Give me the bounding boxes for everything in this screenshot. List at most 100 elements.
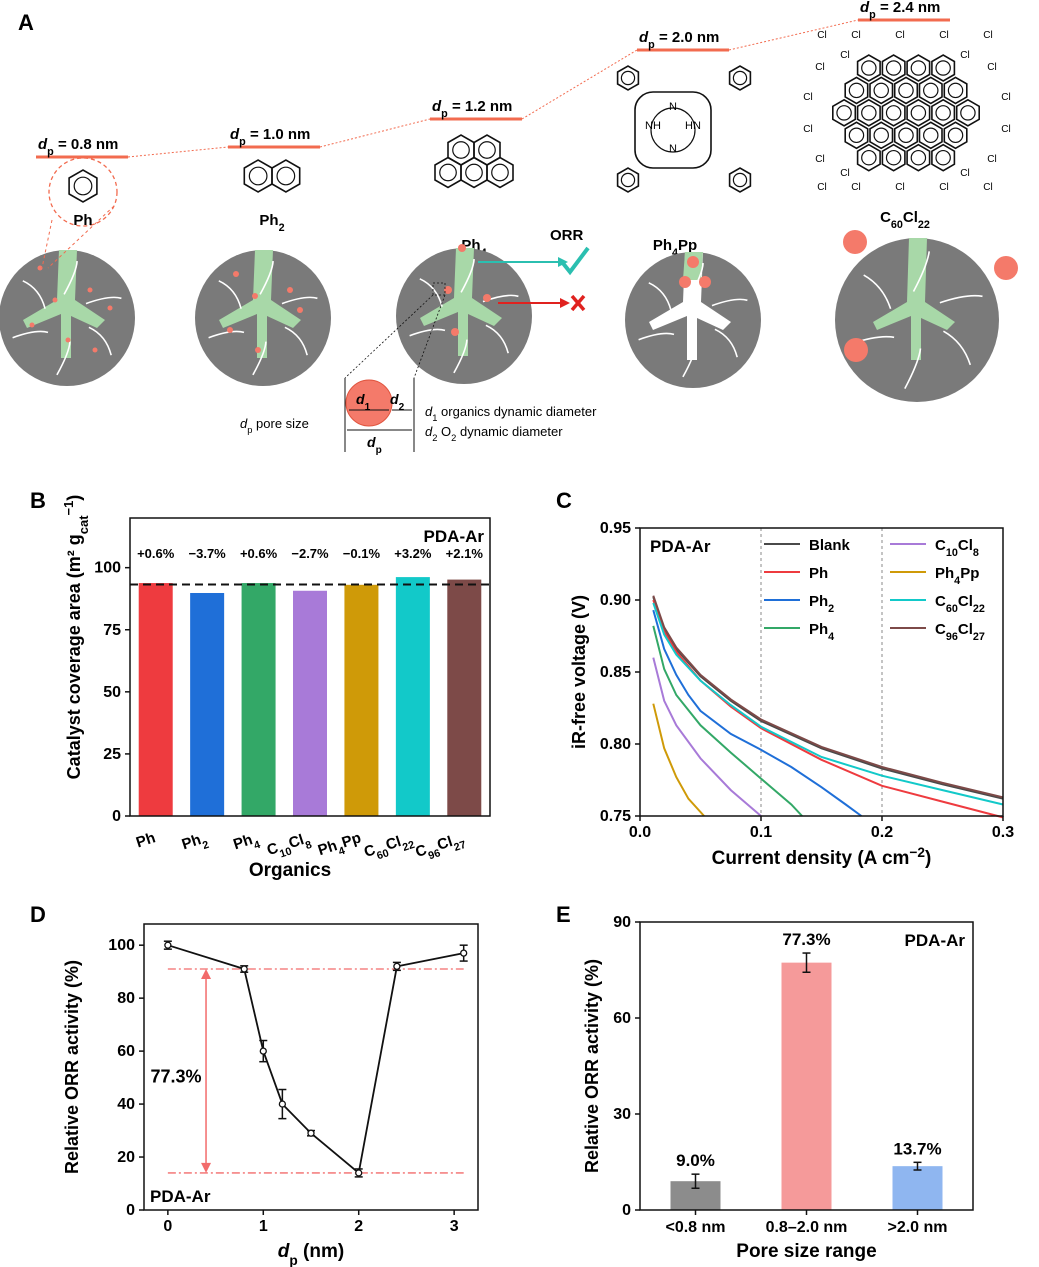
panel-letter-c: C <box>556 488 572 513</box>
ring-aromatic <box>960 105 976 121</box>
pore-crack <box>252 341 267 376</box>
ring <box>881 54 906 82</box>
ring-aromatic <box>620 70 636 86</box>
d2-symbol: d2 <box>390 391 405 413</box>
pore-crack <box>485 324 509 354</box>
ring <box>460 156 488 189</box>
panel-e-chart: E 9.0% <0.8 nm 77.3% 0.8–2.0 nm 13.7% >2.0 nm… <box>556 902 974 1262</box>
pore-level-label: dp = 0.8 nm <box>38 136 118 158</box>
porphyrin-atom-label: HN <box>685 120 701 132</box>
pore-channel <box>873 238 955 360</box>
organic-molecule-dot <box>252 293 258 299</box>
pore-crack <box>714 328 738 358</box>
ring-aromatic <box>478 141 496 159</box>
ring-aromatic <box>439 163 457 182</box>
chlorine-label: Cl <box>803 124 812 135</box>
chlorine-label: Cl <box>895 30 904 41</box>
x-tick-label: Ph4Pp <box>316 829 365 864</box>
organic-molecule <box>345 379 393 427</box>
ring-aromatic <box>935 149 951 166</box>
pore-level-label: dp = 1.0 nm <box>230 126 310 148</box>
ring <box>931 98 956 127</box>
chart-title: PDA-Ar <box>905 931 966 950</box>
chart-title: PDA-Ar <box>150 1187 211 1206</box>
ring-aromatic <box>885 149 902 166</box>
series-line <box>652 602 1004 806</box>
chlorine-label: Cl <box>815 62 824 73</box>
ring <box>869 121 894 150</box>
y-tick-label: 0.95 <box>600 520 631 537</box>
dp-symbol: dp <box>367 434 382 456</box>
panel-letter-d: D <box>30 902 46 927</box>
pore-level-connector <box>127 146 229 158</box>
chlorine-label: Cl <box>817 30 826 41</box>
pore-crack <box>284 326 308 356</box>
chlorine-label: Cl <box>960 168 969 179</box>
data-point <box>240 965 248 973</box>
ring-aromatic <box>873 82 889 99</box>
legend-entry: Ph2 <box>809 593 834 615</box>
d1-legend: d1 organics dynamic diameter <box>425 404 597 423</box>
molecule-name: Ph <box>73 212 92 229</box>
d2-legend: d2 O2 dynamic diameter <box>425 424 563 443</box>
bar-data-label: −0.1% <box>343 546 381 561</box>
ring-aromatic <box>873 127 889 144</box>
y-tick-label: 30 <box>613 1106 631 1123</box>
chlorine-label: Cl <box>895 182 904 193</box>
bar <box>138 583 173 816</box>
pore-channel <box>420 248 502 356</box>
bar <box>892 1166 943 1210</box>
organic-molecule-dot <box>297 307 303 313</box>
ring-aromatic <box>885 105 902 121</box>
y-tick-label: 0.75 <box>600 808 631 825</box>
panel-b-chart: B +0.6% Ph −3.7% Ph2 +0.6% Ph4 −2.7% C10Cl8 −0.1… <box>30 488 491 881</box>
organic-molecule-dot <box>92 347 98 353</box>
zoom-line <box>413 294 446 379</box>
pore-crack <box>711 298 748 307</box>
organic-molecule-dot <box>52 297 58 303</box>
d1-symbol: d1 <box>356 391 371 413</box>
blocked-arrowhead <box>560 298 570 308</box>
pore-level-connector <box>728 19 859 51</box>
bar-data-label: +3.2% <box>394 546 432 561</box>
chlorine-label: Cl <box>983 182 992 193</box>
chlorine-label: Cl <box>851 182 860 193</box>
ring-aromatic <box>276 166 296 186</box>
panel-d-chart: D 77.3% 0 1 2 3 0 20 40 60 80 100 PDA-Ar dp (nm) Rela… <box>30 902 479 1267</box>
ring <box>943 121 968 150</box>
ring <box>856 143 881 172</box>
arrowhead <box>201 969 212 980</box>
ring <box>728 167 752 193</box>
organic-molecule-dot <box>679 276 691 288</box>
x-tick-label: C60Cl22 <box>362 829 416 865</box>
bar <box>293 590 327 816</box>
pore-crack <box>648 282 672 311</box>
molecule-name: C60Cl22 <box>880 209 930 231</box>
ring-aromatic <box>620 172 636 188</box>
ring <box>434 156 462 189</box>
data-point <box>259 1047 267 1055</box>
bar <box>395 577 430 816</box>
ring-aromatic <box>898 82 914 99</box>
pore-circles: ORR <box>0 205 1018 402</box>
ring-aromatic <box>898 127 914 144</box>
pore-level-label: dp = 1.2 nm <box>432 98 512 120</box>
y-tick-label: 0.80 <box>600 736 631 753</box>
bar-data-label: −3.7% <box>189 546 227 561</box>
legend-entry: Ph4Pp <box>935 565 979 587</box>
annotation: 77.3% <box>151 1067 202 1087</box>
x-tick-label: Ph2 <box>180 829 211 858</box>
ring <box>243 159 273 193</box>
pore-level-label: dp = 2.0 nm <box>639 29 719 51</box>
data-point <box>164 941 172 949</box>
pore-crack <box>939 294 983 304</box>
bar <box>344 584 379 816</box>
bar <box>190 592 225 816</box>
bar-data-label: 13.7% <box>893 1139 941 1158</box>
chlorine-label: Cl <box>851 30 860 41</box>
ring <box>906 54 931 82</box>
pore-crack <box>281 296 318 305</box>
organic-molecule-dot <box>227 327 233 333</box>
y-tick-label: 60 <box>117 1043 135 1060</box>
pore-crack <box>22 280 46 309</box>
